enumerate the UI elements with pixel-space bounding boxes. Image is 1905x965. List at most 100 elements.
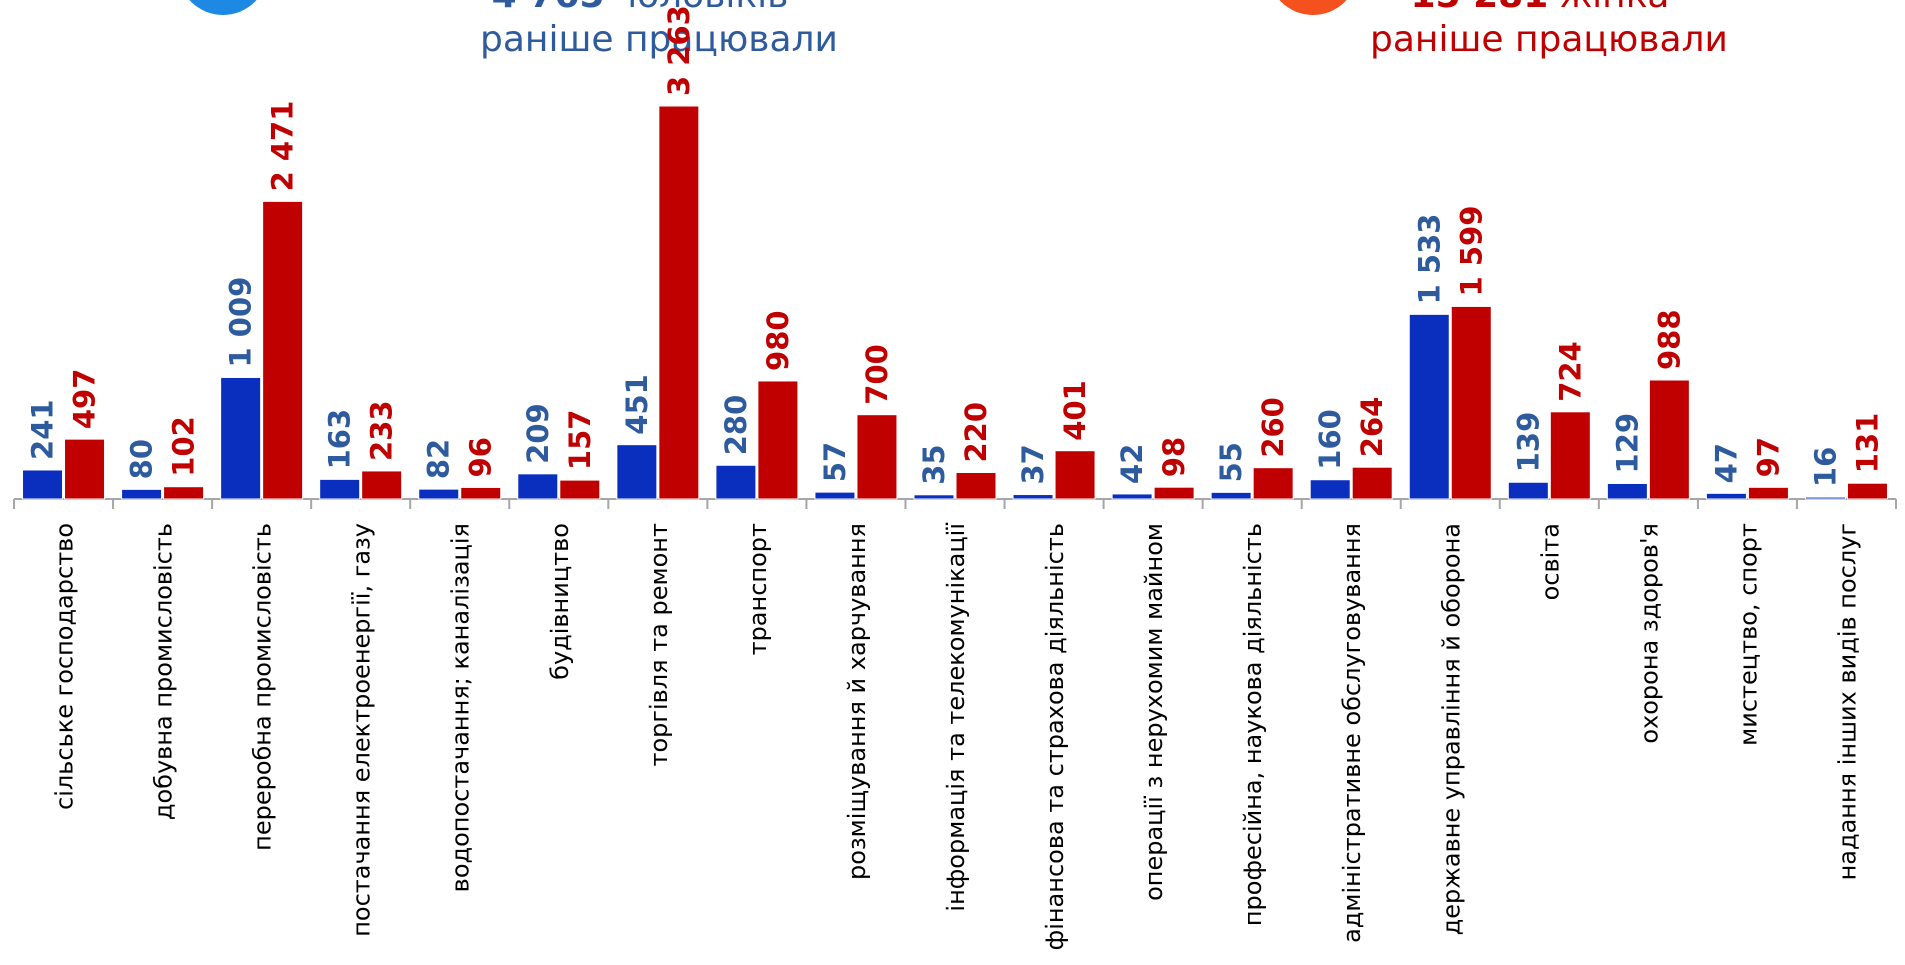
women-value-label: 97 xyxy=(1751,437,1785,477)
women-value-label: 264 xyxy=(1355,397,1389,458)
women-bar xyxy=(460,486,502,500)
women-bar xyxy=(1153,486,1195,500)
category-label: надання інших видів послуг xyxy=(1833,523,1861,880)
men-header: 4 765 чоловіків раніше працювали xyxy=(480,0,838,62)
men-bar xyxy=(418,488,460,500)
men-count: 4 765 xyxy=(492,0,605,16)
category-label: фінансова та страхова діяльність xyxy=(1041,523,1069,950)
women-header: 15 281 жінка раніше працювали xyxy=(1370,0,1728,62)
category-label: інформація та телекомунікації xyxy=(942,523,970,912)
women-bar xyxy=(1450,305,1492,500)
category-label: мистецтво, спорт xyxy=(1734,523,1762,746)
men-value-label: 47 xyxy=(1709,443,1743,483)
men-value-label: 163 xyxy=(323,409,357,470)
women-bar xyxy=(1747,486,1789,500)
women-bar xyxy=(163,486,205,500)
women-bar xyxy=(559,479,601,500)
category-label: торгівля та ремонт xyxy=(645,523,673,767)
men-value-label: 280 xyxy=(719,395,753,456)
men-bar xyxy=(1012,494,1054,500)
category-label: адміністративне обслуговування xyxy=(1338,523,1366,943)
men-value-label: 42 xyxy=(1115,444,1149,484)
women-value-label: 724 xyxy=(1553,341,1587,402)
women-bar xyxy=(1252,467,1294,500)
category-label: водопостачання; каналізація xyxy=(447,523,475,892)
category-label: охорона здоров'я xyxy=(1635,523,1663,744)
women-count: 15 281 xyxy=(1410,0,1548,16)
men-bar xyxy=(121,488,163,500)
category-label: добувна промисловість xyxy=(150,523,178,820)
men-value-label: 80 xyxy=(125,439,159,479)
category-label: державне управління й оборона xyxy=(1437,523,1465,935)
category-label: освіта xyxy=(1536,523,1564,600)
category-label: операції з нерухомим майном xyxy=(1140,523,1168,901)
men-bar xyxy=(1606,482,1648,500)
men-bar xyxy=(1705,492,1747,500)
women-bar xyxy=(1846,482,1888,500)
category-label: розміщування й харчування xyxy=(843,523,871,880)
category-label: переробна промисловість xyxy=(249,523,277,851)
men-word: чоловіків xyxy=(616,0,789,16)
women-value-label: 102 xyxy=(167,416,201,477)
men-value-label: 1 533 xyxy=(1412,214,1446,305)
men-value-label: 241 xyxy=(26,399,60,460)
men-subtitle: раніше працювали xyxy=(480,19,838,60)
men-value-label: 129 xyxy=(1610,413,1644,474)
men-value-label: 139 xyxy=(1511,412,1545,473)
men-count-line: 4 765 чоловіків xyxy=(480,0,800,18)
men-bar xyxy=(1804,496,1846,500)
women-bar xyxy=(658,105,700,500)
men-bar xyxy=(1210,491,1252,500)
men-bar xyxy=(220,376,262,500)
men-value-label: 451 xyxy=(620,374,654,435)
women-bar xyxy=(757,380,799,500)
category-label: будівництво xyxy=(546,523,574,680)
men-bar xyxy=(616,444,658,500)
women-value-label: 980 xyxy=(761,310,795,371)
men-bar xyxy=(22,469,64,500)
men-value-label: 82 xyxy=(422,439,456,479)
category-label: транспорт xyxy=(744,523,772,655)
men-bar xyxy=(1111,493,1153,500)
men-value-label: 16 xyxy=(1808,447,1842,487)
women-value-label: 1 599 xyxy=(1454,206,1488,297)
men-bar xyxy=(715,464,757,500)
men-value-label: 209 xyxy=(521,403,555,464)
men-bar xyxy=(517,473,559,500)
men-value-label: 57 xyxy=(818,442,852,482)
men-bar xyxy=(1408,313,1450,500)
category-label: професійна, наукова діяльність xyxy=(1239,523,1267,926)
women-value-label: 157 xyxy=(563,410,597,471)
women-value-label: 131 xyxy=(1850,413,1884,474)
men-bar xyxy=(319,478,361,500)
men-value-label: 1 009 xyxy=(224,277,258,368)
women-bar xyxy=(262,200,304,500)
women-bar xyxy=(1351,466,1393,500)
women-value-label: 700 xyxy=(860,344,894,405)
women-value-label: 3 263 xyxy=(662,5,696,96)
category-label: постачання електроенергії, газу xyxy=(348,523,376,937)
women-value-label: 233 xyxy=(365,400,399,461)
men-bar xyxy=(1309,479,1351,500)
women-bar xyxy=(1549,411,1591,500)
women-value-label: 497 xyxy=(68,369,102,430)
men-value-label: 35 xyxy=(917,444,951,484)
women-bar xyxy=(361,470,403,500)
men-value-label: 160 xyxy=(1313,409,1347,470)
women-subtitle: раніше працювали xyxy=(1370,19,1728,60)
women-word: жінка xyxy=(1560,0,1670,16)
women-value-label: 988 xyxy=(1652,309,1686,370)
men-bar xyxy=(1507,481,1549,500)
women-count-line: 15 281 жінка xyxy=(1370,0,1710,18)
women-value-label: 260 xyxy=(1256,397,1290,458)
men-bar xyxy=(913,494,955,500)
women-value-label: 2 471 xyxy=(266,101,300,192)
women-bar xyxy=(64,438,106,500)
men-bar xyxy=(814,491,856,500)
men-value-label: 37 xyxy=(1016,444,1050,484)
women-bar xyxy=(955,472,997,500)
category-label: сільське господарство xyxy=(51,523,79,810)
women-value-label: 96 xyxy=(464,437,498,477)
women-value-label: 401 xyxy=(1058,380,1092,441)
